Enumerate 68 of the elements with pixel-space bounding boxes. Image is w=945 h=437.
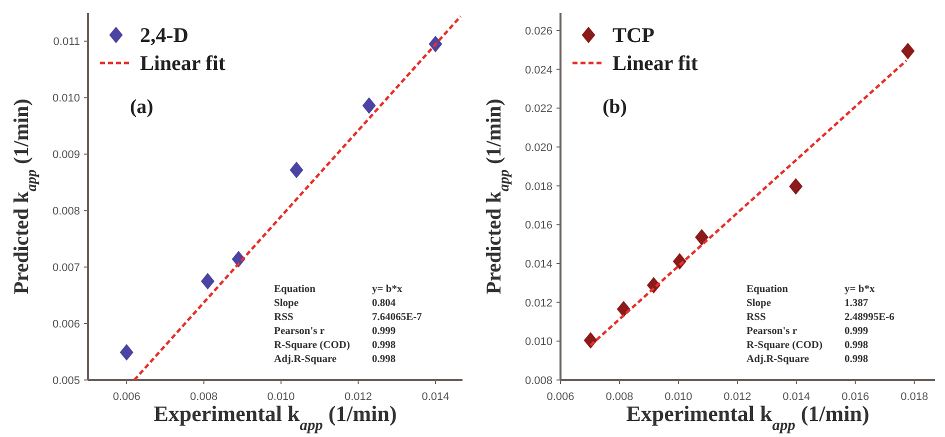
annotation: (a)	[130, 96, 154, 118]
annotation: Slope	[746, 298, 772, 309]
y-tick-label: 0.011	[53, 36, 80, 48]
legend-label: Linear fit	[612, 51, 698, 75]
point	[789, 178, 803, 195]
annotation: y= b*x	[844, 284, 876, 295]
annotation: Pearson's r	[274, 326, 325, 337]
point	[694, 228, 709, 246]
annotation: 0.998	[844, 354, 868, 365]
annotation: Equation	[746, 284, 788, 295]
x-tick-label: 0.006	[112, 391, 140, 403]
y-tick-label: 0.006	[52, 318, 80, 331]
point	[362, 97, 376, 114]
y-tick-label: 0.016	[524, 220, 552, 232]
annotation: RSS	[274, 312, 294, 323]
legend-label: TCP	[612, 23, 655, 47]
annotation: Pearson's r	[746, 326, 798, 337]
annotation: 2.48995E-6	[844, 312, 894, 323]
y-tick-label: 0.022	[524, 103, 552, 116]
x-tick-label: 0.018	[900, 391, 928, 403]
annotation: 7.64065E-7	[372, 312, 422, 323]
x-tick-label: 0.008	[606, 391, 634, 403]
annotation: y= b*x	[372, 284, 403, 295]
y-tick-label: 0.018	[524, 180, 552, 193]
x-tick-label: 0.012	[344, 391, 372, 403]
annotation: 0.998	[372, 340, 396, 351]
x-tick-label: 0.012	[724, 391, 752, 403]
point	[120, 344, 134, 361]
legend-label: Linear fit	[140, 51, 226, 75]
y-tick-label: 0.008	[52, 206, 80, 218]
x-axis-title: Experimental k$_{app}$ (1/min)	[626, 401, 870, 434]
y-tick-label: 0.010	[52, 92, 80, 105]
point	[290, 162, 304, 178]
x-tick-label: 0.010	[267, 391, 295, 403]
annotation: Adj.R-Square	[274, 354, 337, 365]
annotation: 0.998	[844, 340, 868, 351]
x-tick-label: 0.014	[782, 391, 810, 403]
y-tick-label: 0.005	[52, 375, 80, 387]
annotation: 0.999	[372, 326, 396, 337]
x-tick-label: 0.016	[842, 391, 870, 403]
legend-label: 2,4-D	[140, 23, 188, 47]
annotation: RSS	[746, 312, 766, 323]
annotation: R-Square (COD)	[746, 340, 823, 351]
annotation: Equation	[274, 284, 316, 295]
annotation: R-Square (COD)	[274, 340, 350, 351]
x-tick-label: 0.008	[190, 391, 218, 403]
y-tick-label: 0.024	[524, 64, 552, 76]
y-tick-label: 0.026	[524, 25, 552, 38]
y-tick-label: 0.010	[524, 336, 552, 348]
annotation: Adj.R-Square	[746, 354, 810, 365]
x-axis-title: Experimental k$_{app}$ (1/min)	[154, 401, 397, 434]
annotation: 0.804	[372, 298, 396, 309]
annotation: 1.387	[844, 298, 868, 309]
point	[901, 42, 915, 60]
annotation: 0.998	[372, 354, 396, 365]
y-tick-label: 0.014	[524, 258, 552, 270]
y-tick-label: 0.012	[524, 297, 552, 310]
x-tick-label: 0.010	[664, 391, 692, 403]
annotation: (b)	[602, 96, 627, 118]
point	[200, 272, 214, 290]
y-tick-label: 0.008	[524, 375, 552, 387]
y-tick-label: 0.007	[52, 262, 80, 274]
y-tick-label: 0.020	[524, 142, 552, 154]
annotation: Slope	[274, 298, 299, 309]
y-tick-label: 0.009	[52, 149, 80, 162]
annotation: 0.999	[844, 326, 868, 337]
x-tick-label: 0.014	[422, 391, 450, 403]
x-tick-label: 0.006	[546, 391, 574, 403]
